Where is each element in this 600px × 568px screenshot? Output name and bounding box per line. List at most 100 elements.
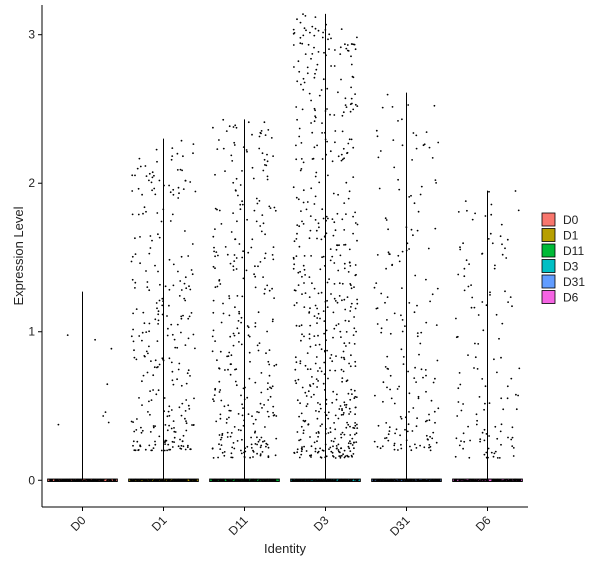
point-D1 (133, 349, 135, 352)
point-zero-D11 (215, 479, 218, 482)
point-D3 (340, 436, 343, 439)
point-D3 (330, 65, 332, 67)
point-D1 (141, 339, 143, 342)
point-D3 (347, 271, 350, 273)
point-D31 (419, 342, 422, 345)
point-D31 (425, 434, 428, 437)
point-D1 (154, 264, 156, 267)
point-D1 (168, 288, 171, 291)
point-D3 (321, 449, 324, 452)
point-D1 (139, 165, 142, 168)
point-D6 (515, 408, 518, 411)
point-zero-D1 (150, 479, 153, 482)
point-D11 (230, 456, 233, 459)
point-D1 (160, 220, 163, 223)
point-D3 (338, 455, 341, 457)
point-D0 (110, 347, 113, 350)
point-D3 (329, 259, 332, 262)
point-D3 (321, 122, 323, 124)
point-D1 (141, 380, 143, 383)
point-D11 (252, 422, 255, 425)
point-D31 (424, 420, 427, 423)
point-D3 (341, 380, 343, 383)
violins (47, 13, 523, 482)
point-D1 (141, 331, 144, 334)
point-D31 (393, 312, 396, 315)
point-D11 (232, 181, 235, 184)
point-D11 (223, 405, 226, 408)
point-D11 (212, 457, 215, 459)
point-D11 (263, 292, 266, 295)
point-D3 (326, 299, 328, 302)
point-zero-D1 (191, 479, 194, 481)
point-D3 (351, 75, 354, 78)
point-D6 (469, 439, 471, 442)
point-D3 (340, 414, 343, 416)
point-D6 (501, 322, 504, 325)
point-zero-D6 (519, 479, 521, 482)
point-D6 (500, 223, 503, 226)
point-D11 (246, 150, 248, 153)
point-D3 (314, 72, 316, 75)
point-D11 (255, 220, 258, 223)
point-D6 (487, 238, 490, 240)
point-D1 (138, 157, 141, 160)
point-D1 (158, 179, 161, 182)
point-D3 (314, 450, 317, 453)
point-D3 (295, 361, 298, 364)
point-D31 (400, 443, 402, 446)
point-D3 (337, 443, 340, 446)
point-D11 (261, 451, 264, 453)
point-D3 (328, 448, 330, 450)
point-zero-D6 (463, 479, 466, 482)
point-D11 (230, 452, 233, 455)
point-D3 (304, 274, 306, 276)
point-D3 (337, 449, 340, 451)
point-D31 (391, 263, 394, 266)
point-D31 (401, 319, 404, 321)
point-D31 (398, 385, 400, 388)
point-D31 (400, 447, 403, 450)
point-D1 (157, 389, 160, 392)
point-D6 (493, 452, 496, 455)
point-D11 (266, 178, 269, 181)
point-D11 (257, 349, 260, 352)
point-D11 (247, 251, 250, 254)
point-zero-D0 (96, 480, 98, 482)
point-D6 (460, 409, 463, 412)
point-D11 (254, 443, 257, 445)
legend-label-D3: D3 (563, 260, 579, 274)
point-zero-D31 (427, 479, 429, 481)
point-zero-D3 (326, 478, 329, 481)
point-D6 (477, 343, 480, 345)
point-D6 (511, 445, 514, 447)
point-D6 (493, 358, 495, 361)
point-D3 (327, 417, 330, 420)
point-D6 (488, 402, 491, 404)
point-D1 (158, 236, 161, 239)
point-D1 (191, 424, 193, 426)
point-D11 (260, 372, 263, 374)
point-D3 (312, 157, 315, 160)
point-D11 (250, 246, 253, 249)
point-D3 (350, 284, 352, 286)
point-zero-D11 (226, 479, 229, 482)
point-D31 (398, 260, 401, 263)
point-D11 (266, 330, 268, 333)
point-D1 (169, 448, 172, 451)
point-D3 (296, 448, 299, 451)
point-D31 (433, 410, 436, 413)
point-D1 (194, 347, 196, 350)
point-D1 (143, 322, 146, 325)
point-D1 (179, 168, 182, 171)
point-zero-D0 (108, 479, 111, 482)
point-D31 (415, 425, 418, 428)
point-D3 (298, 245, 301, 248)
point-D31 (398, 188, 401, 191)
point-D6 (492, 455, 495, 458)
point-D3 (310, 122, 312, 124)
point-D3 (301, 446, 303, 448)
point-D1 (188, 408, 191, 410)
point-D11 (235, 177, 238, 180)
point-D3 (293, 304, 296, 307)
